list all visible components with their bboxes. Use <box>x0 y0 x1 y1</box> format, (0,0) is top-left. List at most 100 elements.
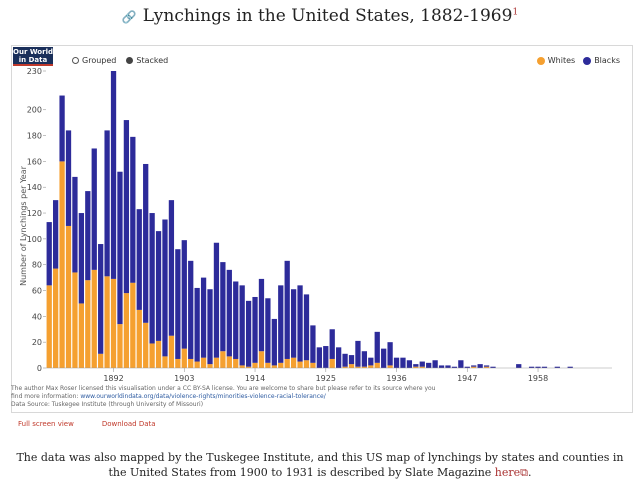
info-prefix: find more information: <box>11 393 81 400</box>
bar-blacks <box>297 285 303 362</box>
bar-blacks <box>220 262 226 352</box>
bar-blacks <box>426 362 432 368</box>
bar-blacks <box>278 285 284 363</box>
bar-whites <box>65 225 72 368</box>
bar-whites <box>72 272 78 368</box>
bar-blacks <box>98 244 104 354</box>
download-data-link[interactable]: Download Data <box>101 420 156 428</box>
bar-whites <box>117 324 123 368</box>
y-tick-label: 230 <box>27 67 42 76</box>
bar-blacks <box>252 296 258 363</box>
bar-blacks <box>85 191 91 281</box>
grouped-radio[interactable]: Grouped <box>72 56 116 65</box>
bar-whites <box>130 282 136 368</box>
y-tick-label: 0 <box>37 364 42 373</box>
bar-whites <box>284 358 290 368</box>
bar-whites <box>483 366 490 368</box>
y-tick-label: 160 <box>27 157 42 166</box>
x-tick-label: 1947 <box>457 374 477 383</box>
page-title-text: Lynchings in the United States, 1882-196… <box>142 6 513 26</box>
bar-whites <box>233 358 239 368</box>
bar-whites <box>207 364 213 368</box>
bar-blacks <box>355 340 361 367</box>
bar-whites <box>258 351 265 368</box>
license-text: The author Max Roser licensed this visua… <box>11 385 436 392</box>
bar-blacks <box>490 366 496 368</box>
footnote-marker[interactable]: 1 <box>512 7 519 18</box>
bar-blacks <box>438 365 445 368</box>
bar-blacks <box>445 365 451 368</box>
bar-whites <box>175 358 181 368</box>
x-tick-label: 1936 <box>386 374 406 383</box>
bar-whites <box>181 348 187 368</box>
legend-label-whites: Whites <box>547 56 576 65</box>
bar-blacks <box>117 171 123 325</box>
bar-whites <box>374 362 380 368</box>
bar-blacks <box>155 231 162 341</box>
bar-whites <box>297 361 303 368</box>
grouped-label: Grouped <box>82 56 117 65</box>
bar-blacks <box>53 200 59 269</box>
bar-blacks <box>451 366 458 368</box>
bar-whites <box>387 365 393 368</box>
bar-whites <box>155 340 162 368</box>
y-tick-label: 60 <box>32 287 42 296</box>
bar-whites <box>149 343 155 368</box>
bar-blacks <box>207 289 213 365</box>
bar-blacks <box>168 200 175 336</box>
mode-toggle: Grouped Stacked <box>72 56 168 65</box>
full-screen-link[interactable]: Full screen view <box>18 420 74 428</box>
bar-whites <box>194 361 200 368</box>
page-title: 🔗 Lynchings in the United States, 1882-19… <box>0 6 640 26</box>
bar-whites <box>310 362 316 368</box>
link-icon[interactable]: 🔗 <box>121 10 137 24</box>
bar-blacks <box>258 278 265 352</box>
bar-blacks <box>213 242 220 358</box>
bar-whites <box>245 366 252 368</box>
owid-logo[interactable]: Our World in Data <box>13 47 53 66</box>
bar-blacks <box>516 364 522 368</box>
page-caption: The data was also mapped by the Tuskegee… <box>15 450 625 480</box>
stacked-radio[interactable]: Stacked <box>126 56 168 65</box>
bar-blacks <box>387 342 393 366</box>
bar-blacks <box>374 331 380 363</box>
bar-whites <box>278 362 284 368</box>
y-tick-label: 140 <box>27 183 42 192</box>
bar-blacks <box>194 287 200 362</box>
bar-blacks <box>239 285 245 366</box>
bar-blacks <box>233 281 239 359</box>
bar-blacks <box>567 366 573 368</box>
chart-legend: Whites Blacks <box>536 56 620 65</box>
bar-blacks <box>348 355 355 365</box>
legend-swatch-whites <box>536 56 545 65</box>
bar-blacks <box>368 357 374 366</box>
bar-blacks <box>458 360 464 368</box>
bar-blacks <box>554 366 560 368</box>
x-tick-label: 1914 <box>245 374 265 383</box>
bar-blacks <box>381 348 387 368</box>
caption-link[interactable]: here <box>494 466 521 479</box>
bar-blacks <box>188 260 194 359</box>
legend-item-whites[interactable]: Whites <box>536 56 576 65</box>
bar-whites <box>355 366 361 368</box>
info-link[interactable]: www.ourworldindata.org/data/violence-rig… <box>80 393 326 400</box>
bar-whites <box>85 280 91 368</box>
bar-blacks <box>59 95 65 162</box>
bar-blacks <box>136 209 142 310</box>
bar-blacks <box>284 260 290 359</box>
bar-blacks <box>393 357 400 368</box>
legend-item-blacks[interactable]: Blacks <box>583 56 620 65</box>
external-link-icon[interactable]: ⧉ <box>520 466 529 479</box>
bar-whites <box>361 366 368 368</box>
bar-whites <box>162 356 168 368</box>
bar-whites <box>329 358 335 368</box>
bar-blacks <box>271 318 277 366</box>
bar-whites <box>252 362 258 368</box>
bar-blacks <box>104 130 110 277</box>
bar-whites <box>91 269 97 368</box>
bar-blacks <box>528 366 535 368</box>
chart-frame: Our World in Data Grouped Stacked Whites… <box>11 45 633 413</box>
bar-blacks <box>316 347 322 368</box>
bar-blacks <box>303 294 310 361</box>
info-line: find more information: www.ourworldindat… <box>11 393 611 401</box>
